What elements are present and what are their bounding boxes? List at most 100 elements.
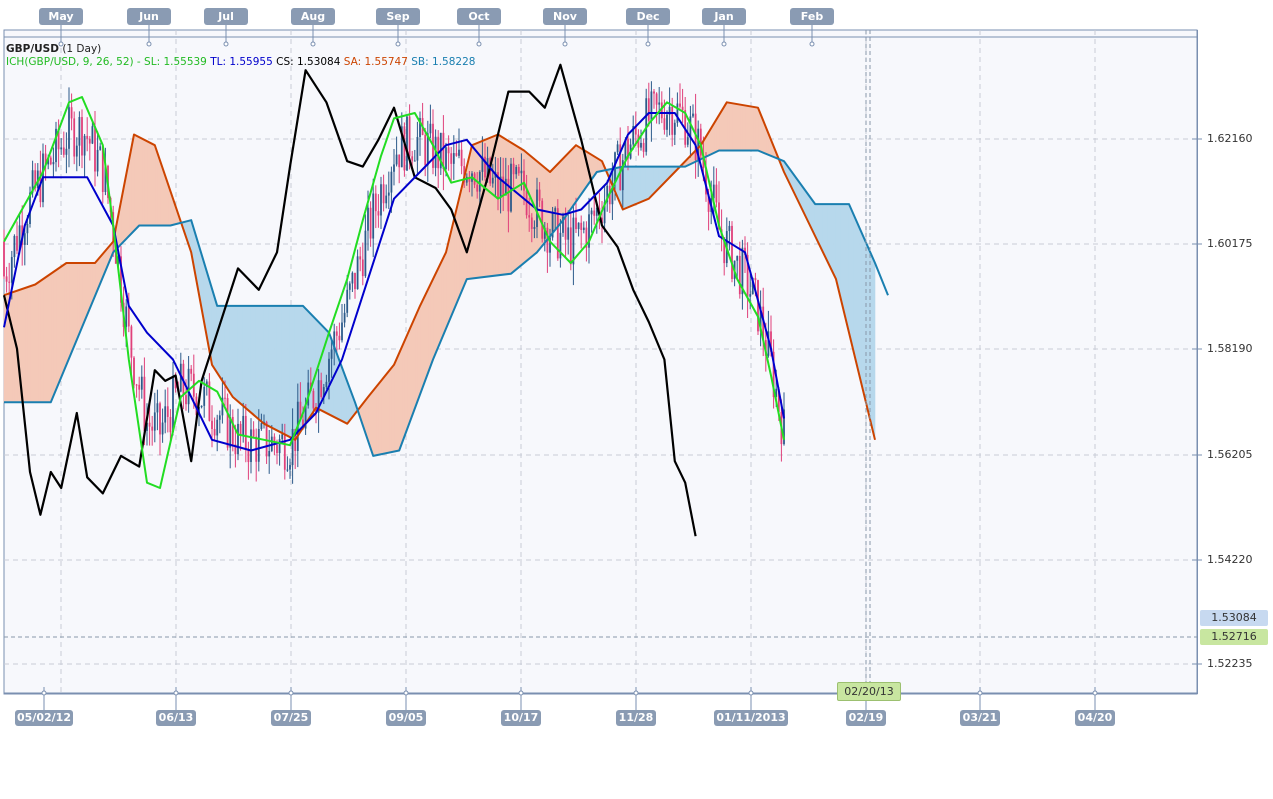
candle-body [679,103,681,107]
cloud-segment [385,370,390,454]
cloud-segment [474,142,478,279]
candle-body [556,208,559,259]
month-tab: Jul [204,8,248,25]
candle-body [101,146,104,193]
ichimoku-chart[interactable]: GBP/USD (1 Day) ICH(GBP/USD, 9, 26, 52) … [0,0,1273,730]
cloud-segment [71,262,75,353]
candle-body [426,133,429,166]
cloud-segment [853,215,858,365]
cloud-segment [37,280,41,403]
price-tick-label: 1.60175 [1207,237,1253,250]
cloud-segment [157,152,161,226]
date-tab: 09/05 [386,710,426,726]
candle-body [146,422,148,431]
price-tick-label: 1.52235 [1207,657,1253,670]
candle-body [315,408,317,413]
candle-body [88,138,91,144]
month-tab: Oct [457,8,501,25]
cloud-segment [401,341,405,444]
candle-body [190,368,193,374]
cloud-segment [627,166,631,208]
candle-body [775,388,778,398]
candle-body [229,416,232,448]
candle-body [411,156,414,161]
cloud-segment [263,305,267,426]
cloud-segment [469,145,473,280]
month-tab: Nov [543,8,587,25]
cloud-segment [822,203,826,258]
cloud-segment [866,245,871,419]
candle-body [252,429,255,437]
price-tick-label: 1.62160 [1207,132,1253,145]
candle-body [616,144,619,153]
candle-body [663,118,666,130]
candle-body [13,235,16,258]
candle-body [96,149,99,172]
cloud-segment [752,106,756,151]
candle-body [265,421,268,457]
candle-body [138,384,141,390]
cloud-segment [266,305,270,427]
cloud-segment [851,209,855,355]
candle-body [541,200,544,239]
legend-tl: TL: 1.55955 [210,56,273,68]
candle-body [395,154,398,165]
month-tick-dot [809,41,815,47]
candle-body [3,241,5,277]
candle-body [712,184,715,199]
candle-body [364,230,367,277]
candle-body [187,368,190,405]
candle-body [580,222,583,230]
cloud-segment [825,203,829,264]
candle-body [660,102,663,119]
cloud-segment [284,305,288,437]
candle-body [491,177,494,184]
cloud-segment [235,305,239,403]
candle-body [416,137,419,161]
cloud-segment [435,268,439,354]
candle-body [81,117,83,156]
legend-cs: CS: 1.53084 [276,56,341,68]
cloud-segment [640,166,644,203]
candle-body [52,162,55,165]
candle-body [393,164,395,172]
cloud-segment [575,144,579,203]
candle-body [770,331,772,352]
candle-body [577,222,580,230]
candle-body [497,172,499,198]
candle-body [736,255,739,261]
candle-body [140,376,143,390]
candle-body [60,147,63,150]
candle-body [731,225,733,279]
candle-body [567,227,570,240]
cloud-segment [721,105,725,151]
month-tab: Feb [790,8,834,25]
cloud-segment [47,273,52,403]
cloud-segment [570,147,574,210]
candle-body [133,357,135,385]
chart-canvas[interactable] [0,0,1273,730]
candle-body [689,116,692,138]
cloud-segment [76,262,80,340]
candle-body [484,156,486,178]
candle-body [588,214,590,248]
cloud-segment [833,203,837,280]
candle-body [208,381,211,421]
candle-body [723,237,726,264]
cloud-segment [34,282,39,403]
date-tab: 03/21 [960,710,1000,726]
cloud-segment [68,262,72,359]
candle-body [668,106,671,115]
candle-body [523,170,525,191]
cloud-segment [391,363,395,453]
cloud-segment [372,386,377,457]
candle-body [151,426,154,431]
candle-body [520,170,523,174]
candle-body [304,405,307,429]
candle-body [278,439,281,454]
candle-body [767,331,770,356]
candle-body [741,247,744,295]
series-line-sa [3,101,876,441]
legend-title: GBP/USD (1 Day) [6,43,101,55]
candle-body [185,395,187,405]
